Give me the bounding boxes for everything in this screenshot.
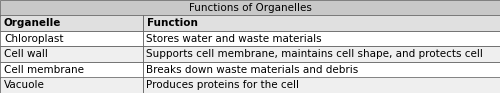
Text: Supports cell membrane, maintains cell shape, and protects cell: Supports cell membrane, maintains cell s… [146, 49, 483, 59]
Bar [0, 46, 142, 62]
Text: Vacuole: Vacuole [4, 80, 45, 90]
Bar [0, 16, 142, 31]
Bar [0, 31, 142, 46]
Bar [142, 62, 500, 77]
Bar [142, 77, 500, 93]
Bar [142, 46, 500, 62]
Text: Cell wall: Cell wall [4, 49, 48, 59]
Text: Function: Function [146, 18, 198, 28]
Text: Organelle: Organelle [4, 18, 61, 28]
Bar [0, 0, 500, 16]
Bar [0, 77, 142, 93]
Text: Produces proteins for the cell: Produces proteins for the cell [146, 80, 300, 90]
Text: Stores water and waste materials: Stores water and waste materials [146, 34, 322, 44]
Text: Breaks down waste materials and debris: Breaks down waste materials and debris [146, 65, 359, 75]
Bar [142, 16, 500, 31]
Text: Chloroplast: Chloroplast [4, 34, 64, 44]
Bar [142, 31, 500, 46]
Text: Functions of Organelles: Functions of Organelles [188, 3, 312, 13]
Bar [0, 62, 142, 77]
Text: Cell membrane: Cell membrane [4, 65, 84, 75]
